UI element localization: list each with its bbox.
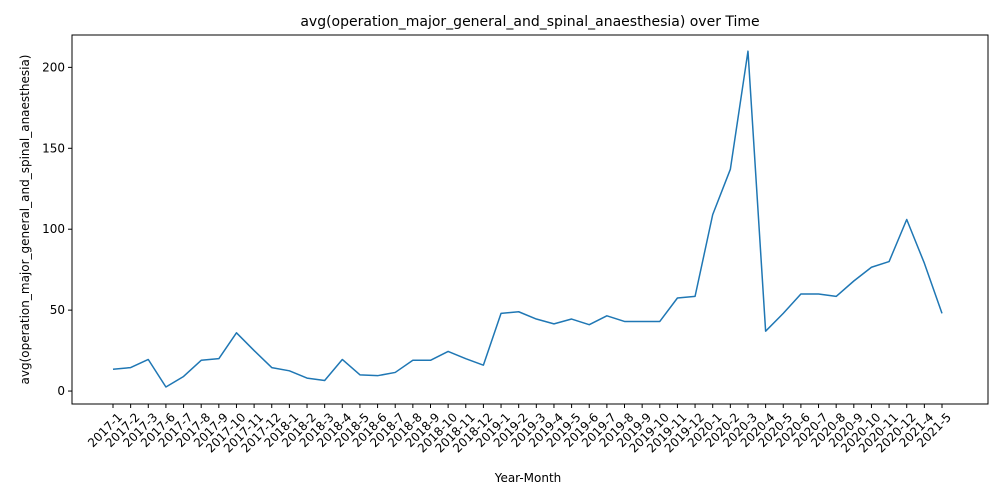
y-tick-label: 0 (57, 384, 65, 398)
y-axis-title: avg(operation_major_general_and_spinal_a… (18, 55, 32, 385)
series-line (112, 50, 943, 388)
plot-area-frame (71, 34, 989, 405)
y-tick-label: 200 (42, 60, 65, 74)
y-tick-label: 150 (42, 141, 65, 155)
y-tick-label: 100 (42, 222, 65, 236)
x-axis-title: Year-Month (494, 471, 562, 485)
x-axis-ticks: 2017-12017-22017-32017-62017-72017-82017… (85, 404, 954, 456)
y-axis-ticks: 0 50 100 150 200 (42, 60, 72, 398)
y-tick-label: 50 (50, 303, 65, 317)
chart-title: avg(operation_major_general_and_spinal_a… (300, 14, 759, 30)
